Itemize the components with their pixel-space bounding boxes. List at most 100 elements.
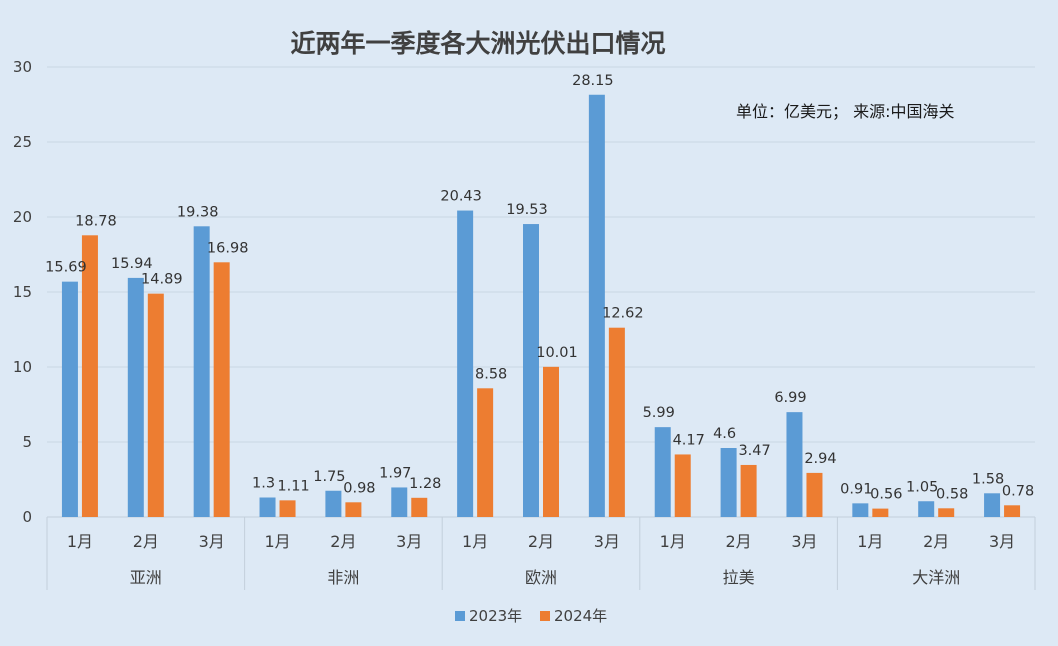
data-label: 3.47 [738, 443, 770, 459]
y-tick-label: 30 [13, 58, 32, 76]
bar-2023年 [984, 493, 1001, 517]
group-label: 大洋洲 [912, 568, 960, 587]
data-label: 2.94 [804, 451, 836, 467]
month-label: 2月 [330, 532, 356, 551]
bar-2024年 [477, 388, 494, 517]
month-label: 1月 [462, 532, 488, 551]
data-label: 15.94 [111, 256, 153, 272]
data-label: 1.3 [252, 476, 275, 492]
group-label: 拉美 [723, 568, 755, 587]
y-tick-label: 10 [13, 358, 32, 376]
month-label: 3月 [396, 532, 422, 551]
data-label: 28.15 [572, 73, 614, 89]
unit-note: 单位：亿美元； 来源:中国海关 [736, 102, 954, 121]
y-axis-ticks: 0 5 10 15 20 25 30 [13, 58, 32, 526]
legend-swatch [455, 611, 465, 621]
bar-2023年 [654, 427, 671, 517]
data-label: 15.69 [45, 260, 87, 276]
bar-2023年 [523, 224, 539, 518]
bar-2023年 [61, 281, 78, 517]
bar-2023年 [127, 277, 144, 517]
data-label: 4.17 [673, 432, 705, 448]
y-tick-label: 5 [22, 433, 32, 451]
data-label: 18.78 [75, 213, 117, 229]
bar-2024年 [81, 235, 98, 518]
data-label: 0.58 [936, 486, 968, 502]
bar-2024年 [345, 502, 362, 517]
bar-2023年 [786, 412, 803, 517]
bar-2024年 [872, 508, 889, 517]
data-label: 1.58 [972, 471, 1004, 487]
bar-2024年 [411, 497, 428, 517]
data-label: 0.98 [343, 480, 375, 496]
month-label: 1月 [264, 532, 290, 551]
bar-2024年 [806, 472, 823, 517]
y-tick-label: 0 [22, 508, 32, 526]
data-label: 0.91 [840, 481, 872, 497]
bar-2023年 [588, 94, 605, 517]
data-label: 14.89 [141, 272, 183, 288]
data-label: 6.99 [774, 390, 806, 406]
data-label: 19.53 [506, 202, 548, 218]
data-label: 5.99 [643, 405, 675, 421]
month-label: 3月 [594, 532, 620, 551]
bars [61, 94, 1021, 518]
legend-label: 2024年 [554, 607, 607, 625]
data-label: 1.28 [409, 476, 441, 492]
month-label: 3月 [989, 532, 1015, 551]
data-label: 0.56 [870, 487, 902, 503]
data-label: 4.6 [713, 426, 736, 442]
bar-2023年 [852, 503, 869, 517]
month-label: 1月 [660, 532, 686, 551]
bar-2024年 [740, 464, 757, 517]
bar-2024年 [608, 327, 625, 517]
group-label: 非洲 [327, 568, 359, 587]
month-label: 2月 [726, 532, 752, 551]
data-label: 1.97 [379, 465, 411, 481]
data-label: 19.38 [177, 204, 219, 220]
group-label: 欧洲 [525, 568, 557, 587]
bar-2024年 [543, 366, 559, 517]
month-label: 2月 [528, 532, 554, 551]
legend-label: 2023年 [469, 607, 522, 625]
data-label: 0.78 [1002, 483, 1034, 499]
bar-2024年 [279, 500, 296, 517]
bar-2023年 [193, 226, 210, 518]
data-label: 12.62 [602, 306, 644, 322]
bar-2024年 [674, 454, 691, 517]
bar-2024年 [213, 262, 230, 517]
month-label: 3月 [199, 532, 225, 551]
y-tick-label: 20 [13, 208, 32, 226]
month-label: 1月 [857, 532, 883, 551]
data-label: 10.01 [536, 345, 578, 361]
bar-2023年 [325, 490, 342, 517]
month-label: 2月 [923, 532, 949, 551]
bar-2023年 [918, 501, 935, 517]
month-label: 3月 [791, 532, 817, 551]
bar-2023年 [720, 448, 737, 517]
data-label: 1.75 [313, 469, 345, 485]
chart-title: 近两年一季度各大洲光伏出口情况 [290, 29, 665, 58]
legend: 2023年 2024年 [455, 607, 607, 625]
bar-2023年 [259, 497, 276, 517]
data-label: 8.58 [475, 366, 507, 382]
group-label: 亚洲 [130, 568, 162, 587]
month-label: 2月 [133, 532, 159, 551]
data-label: 1.11 [277, 478, 309, 494]
data-label: 20.43 [440, 189, 482, 205]
bar-2024年 [147, 293, 164, 517]
axis-lines [46, 516, 1036, 590]
data-label: 16.98 [207, 240, 249, 256]
data-label: 1.05 [906, 479, 938, 495]
y-tick-label: 15 [13, 283, 32, 301]
y-tick-label: 25 [13, 133, 32, 151]
bar-2023年 [391, 487, 408, 517]
gridlines [47, 66, 1035, 443]
bar-2024年 [938, 508, 955, 517]
legend-swatch [540, 611, 550, 621]
month-label: 1月 [67, 532, 93, 551]
bar-2023年 [457, 210, 474, 518]
